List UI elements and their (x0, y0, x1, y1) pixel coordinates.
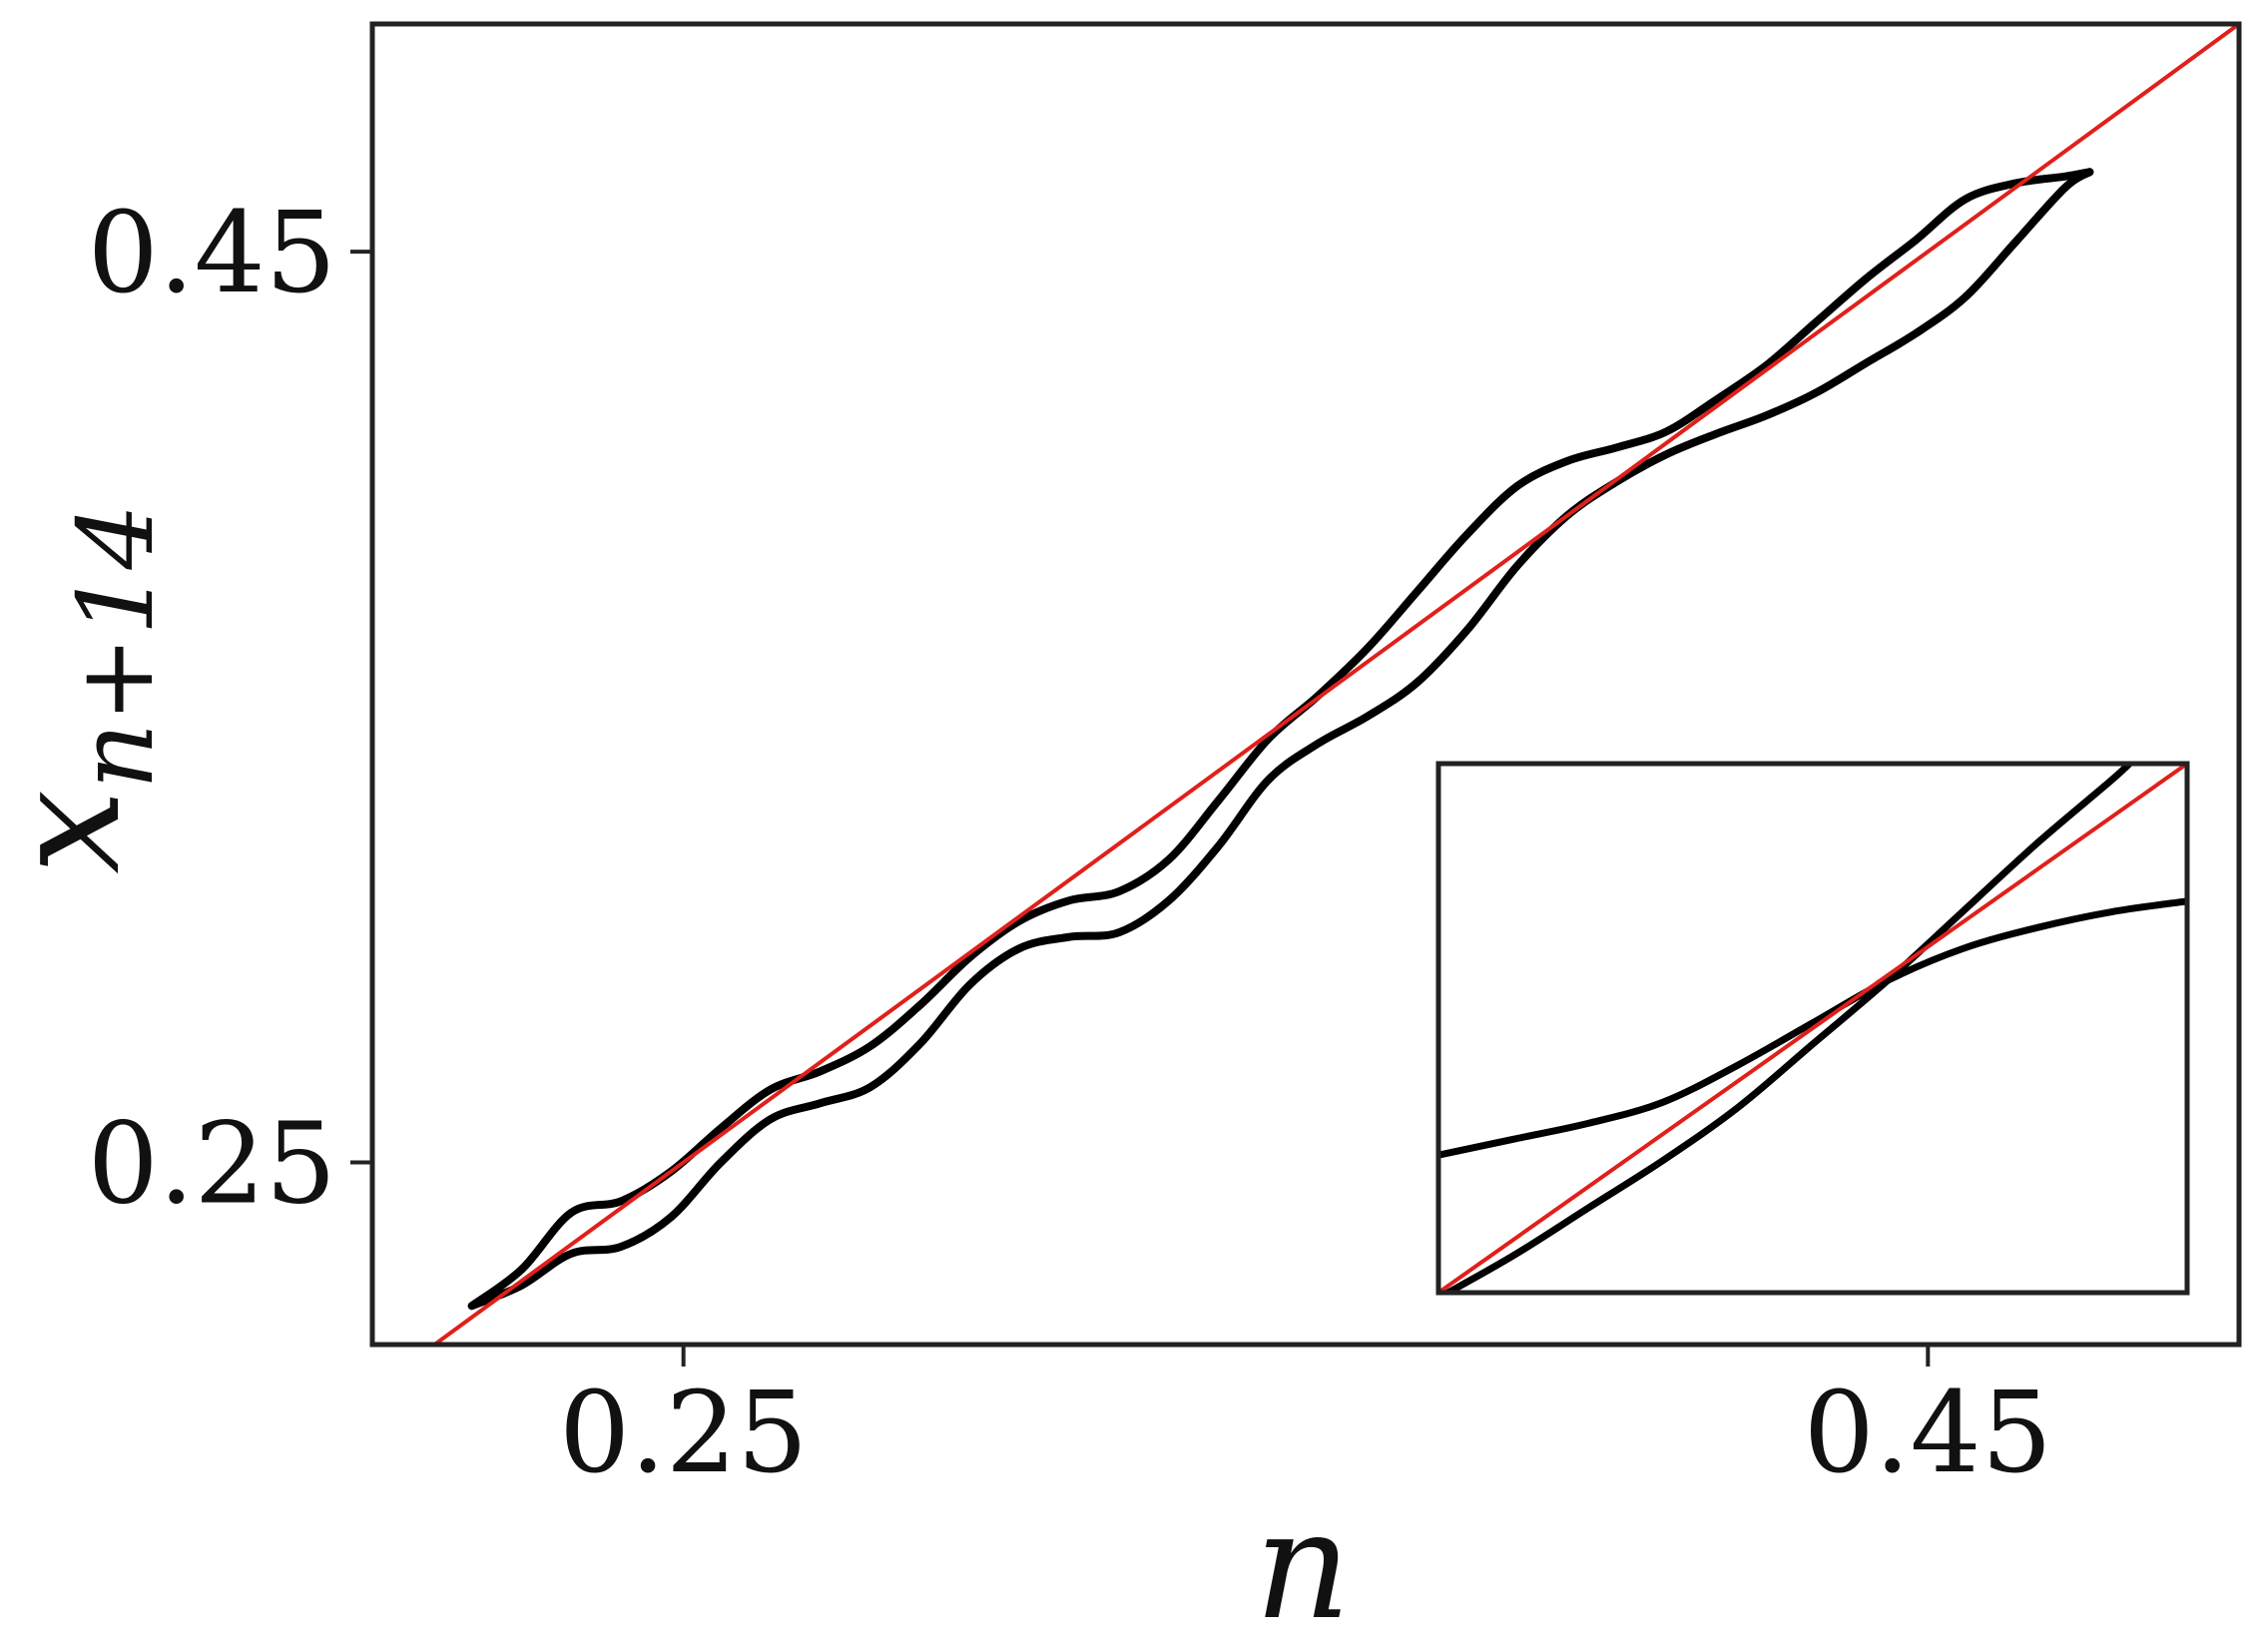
inset-plot (1435, 761, 2190, 1296)
main-plot-frame (369, 21, 2242, 1348)
y-tick-label: 0.45 (88, 189, 336, 318)
y-axis-label-main: x (0, 790, 154, 874)
x-tick-label: 0.45 (1804, 1369, 2052, 1498)
svg-text:xn+14: xn+14 (0, 503, 177, 873)
series-lower-branch-line (467, 168, 2094, 1311)
x-axis-label: n (1255, 1479, 1352, 1652)
x-axis-ticks: 0.25 0.45 (559, 1345, 2052, 1498)
x-tick-label: 0.25 (559, 1369, 808, 1498)
y-axis-label: xn+14 (0, 503, 177, 873)
inset-plot-series (1438, 764, 2187, 1293)
series-identity-line (430, 24, 2239, 1345)
main-plot-series (430, 24, 2239, 1345)
inset-series-flat-branch-line (1438, 897, 2187, 1159)
inset-series-steep-branch-line (1440, 764, 2135, 1293)
y-tick-label: 0.25 (88, 1100, 336, 1230)
y-axis-label-subscript: n+14 (55, 503, 177, 789)
inset-series-identity-line (1438, 764, 2187, 1293)
y-axis-ticks: 0.25 0.45 (88, 189, 372, 1230)
inset-frame (1435, 761, 2190, 1296)
